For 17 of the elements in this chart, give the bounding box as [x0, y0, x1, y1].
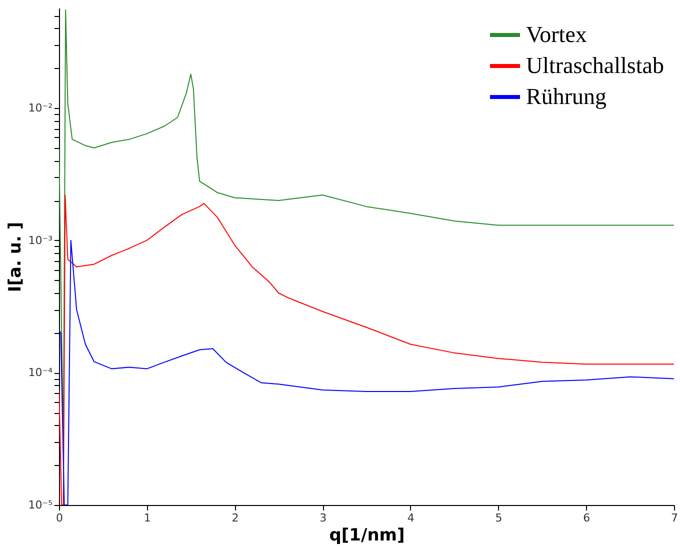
x-axis-title: q[1/nm]: [329, 526, 405, 546]
x-tick-label: 4: [407, 512, 414, 524]
legend-label: Rührung: [526, 84, 607, 109]
x-tick-label: 6: [583, 512, 590, 524]
y-tick-label: 10⁻²: [28, 102, 52, 115]
x-tick-label: 7: [671, 512, 678, 524]
y-tick-label: 10⁻⁵: [28, 498, 52, 512]
legend-label: Vortex: [526, 22, 588, 47]
y-tick-label: 10⁻⁴: [28, 366, 54, 380]
legend-label: Ultraschallstab: [526, 53, 664, 78]
x-tick-label: 3: [320, 512, 327, 524]
x-tick-label: 2: [232, 512, 239, 524]
x-tick-label: 1: [144, 512, 151, 524]
x-tick-label: 0: [56, 512, 63, 524]
x-tick-label: 5: [495, 512, 502, 524]
y-tick-label: 10⁻³: [28, 234, 52, 247]
y-axis-title: I[a. u. ]: [5, 222, 26, 292]
